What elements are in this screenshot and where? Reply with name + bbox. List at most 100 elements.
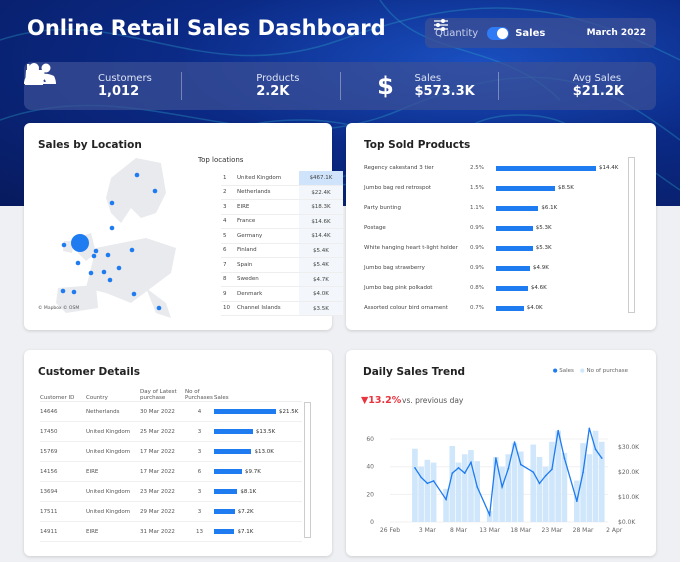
purchase-bar[interactable] (598, 441, 605, 522)
product-row[interactable]: Postage 0.9% $5.3K (364, 218, 626, 238)
location-bubble[interactable] (129, 247, 135, 253)
sales-point[interactable] (495, 457, 497, 459)
sales-point[interactable] (513, 441, 516, 443)
location-bubble[interactable] (60, 288, 66, 294)
location-row[interactable]: 10 Channel Islands $3.5K (221, 301, 343, 316)
sales-point[interactable] (426, 482, 429, 485)
location-bubble[interactable] (105, 252, 111, 258)
customer-row[interactable]: 15769 United Kingdom 17 Mar 2022 3 $13.0K (40, 442, 302, 462)
purchase-bar[interactable] (493, 457, 499, 522)
sales-point[interactable] (476, 486, 478, 488)
sales-point[interactable] (507, 467, 510, 470)
sales-point[interactable] (544, 474, 547, 477)
purchase-bar[interactable] (474, 461, 481, 522)
product-row[interactable]: Jumbo bag strawberry 0.9% $4.9K (364, 258, 626, 278)
location-row[interactable]: 3 EIRE $18.3K (221, 200, 343, 215)
purchase-bar[interactable] (549, 441, 555, 522)
column-header[interactable]: Country (86, 395, 108, 401)
location-bubble[interactable] (109, 200, 115, 206)
sales-point[interactable] (501, 486, 503, 488)
purchase-bar[interactable] (561, 452, 568, 522)
location-bubble[interactable] (109, 225, 115, 231)
location-bubble[interactable] (93, 248, 99, 254)
customer-row[interactable]: 13694 United Kingdom 23 Mar 2022 3 $8.1K (40, 482, 302, 502)
sales-point[interactable] (563, 457, 566, 459)
location-bubble[interactable] (134, 172, 140, 178)
purchase-bar[interactable] (511, 443, 518, 522)
sales-point[interactable] (445, 498, 447, 501)
sales-point[interactable] (520, 463, 522, 466)
purchase-bar[interactable] (443, 488, 449, 522)
product-row[interactable]: Assorted colour bird ornament 0.7% $4.0K (364, 298, 626, 318)
location-bubble[interactable] (88, 270, 94, 276)
location-bubble[interactable] (156, 305, 162, 311)
column-header[interactable]: Sales (214, 395, 229, 401)
product-row[interactable]: Jumbo bag red retrospot 1.5% $8.5K (364, 178, 626, 198)
location-row[interactable]: 1 United Kingdom $467.1K (221, 171, 343, 186)
product-row[interactable]: White hanging heart t-light holder 0.9% $5… (364, 238, 626, 258)
purchase-bar[interactable] (517, 451, 524, 523)
location-row[interactable]: 4 France $14.6K (221, 214, 343, 229)
purchase-bar[interactable] (555, 430, 561, 522)
sales-point[interactable] (588, 427, 591, 430)
location-row[interactable]: 8 Sweden $4.7K (221, 272, 343, 287)
location-bubble[interactable] (131, 291, 137, 297)
purchase-bar[interactable] (430, 462, 437, 522)
location-row[interactable]: 6 Finland $5.4K (221, 243, 343, 258)
location-bubble[interactable] (101, 269, 107, 275)
sales-point[interactable] (432, 480, 435, 482)
customer-row[interactable]: 14156 EIRE 17 Mar 2022 6 $9.7K (40, 462, 302, 482)
location-row[interactable]: 5 Germany $14.4K (221, 229, 343, 244)
location-bubble[interactable] (71, 289, 77, 295)
location-bubble[interactable] (75, 260, 81, 266)
purchase-bar[interactable] (586, 454, 593, 522)
purchase-bar[interactable] (424, 459, 431, 522)
sales-point[interactable] (451, 472, 454, 474)
product-row[interactable]: Jumbo bag pink polkadot 0.8% $4.6K (364, 278, 626, 298)
purchase-bar[interactable] (455, 462, 462, 522)
sales-point[interactable] (551, 468, 553, 471)
sales-point[interactable] (414, 467, 416, 469)
sales-point[interactable] (594, 448, 597, 451)
customer-row[interactable]: 17511 United Kingdom 29 Mar 2022 3 $7.2K (40, 502, 302, 522)
sales-point[interactable] (470, 461, 472, 464)
purchase-bar[interactable] (542, 466, 549, 522)
location-row[interactable]: 7 Spain $5.4K (221, 258, 343, 273)
sales-point[interactable] (557, 429, 559, 432)
sales-point[interactable] (600, 457, 603, 459)
purchase-bar[interactable] (418, 466, 424, 522)
customer-row[interactable]: 17450 United Kingdom 25 Mar 2022 3 $13.5K (40, 422, 302, 442)
customer-row[interactable]: 14646 Netherlands 30 Mar 2022 4 $21.5K (40, 402, 302, 422)
location-bubble[interactable] (61, 242, 67, 248)
scrollbar[interactable] (628, 157, 635, 313)
sales-point[interactable] (532, 471, 535, 473)
location-bubble[interactable] (107, 277, 113, 283)
product-row[interactable]: Party bunting 1.1% $6.1K (364, 198, 626, 218)
purchase-bar[interactable] (580, 443, 586, 522)
sales-point[interactable] (463, 472, 466, 474)
sales-point[interactable] (420, 476, 422, 479)
column-header[interactable]: Customer ID (40, 395, 75, 401)
purchase-bar[interactable] (468, 450, 474, 522)
column-header[interactable]: Day of Latest purchase (140, 389, 177, 401)
purchase-bar[interactable] (412, 448, 418, 522)
period-selector[interactable]: March 2022 (586, 28, 646, 38)
product-row[interactable]: Regency cakestand 3 tier 2.5% $14.4K (364, 158, 626, 178)
purchase-bar[interactable] (530, 444, 537, 522)
sales-point[interactable] (488, 514, 491, 516)
location-bubble[interactable] (152, 188, 158, 194)
purchase-bar[interactable] (499, 466, 505, 522)
scrollbar[interactable] (304, 402, 311, 538)
location-row[interactable]: 9 Denmark $4.0K (221, 287, 343, 302)
purchase-bar[interactable] (449, 445, 456, 522)
purchase-bar[interactable] (505, 454, 512, 522)
location-bubble[interactable] (91, 253, 97, 259)
filter-sliders-icon[interactable] (433, 18, 449, 32)
europe-map[interactable] (36, 153, 206, 323)
column-header[interactable]: No of Purchases (185, 389, 213, 401)
sales-point[interactable] (582, 471, 584, 473)
purchase-bar[interactable] (536, 457, 543, 522)
purchase-bar[interactable] (461, 454, 468, 522)
location-bubble[interactable] (116, 265, 122, 271)
purchase-bar[interactable] (592, 430, 599, 522)
